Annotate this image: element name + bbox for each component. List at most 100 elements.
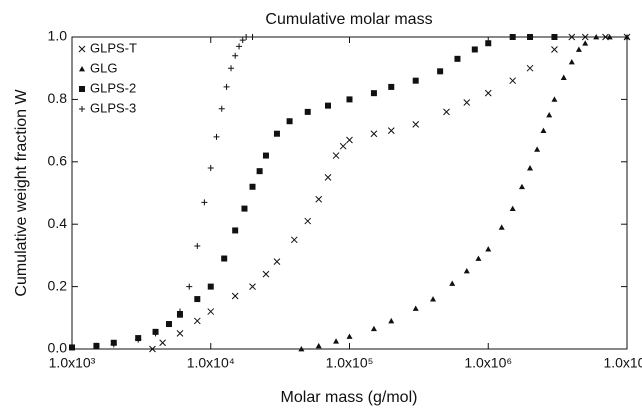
data-point	[324, 174, 332, 181]
data-point	[540, 127, 547, 133]
data-point	[388, 317, 395, 324]
legend-label: GLG	[90, 60, 117, 75]
legend-marker	[79, 86, 85, 92]
x-tick-label: 1.0x10⁴	[187, 355, 235, 371]
data-point	[527, 165, 534, 171]
x-tick-label: 1.0x10⁷	[603, 355, 642, 371]
data-point	[430, 296, 437, 302]
data-point	[582, 40, 589, 46]
y-tick-label: 0.2	[48, 277, 68, 293]
data-point	[315, 342, 322, 349]
plot-frame	[71, 36, 628, 350]
data-point	[485, 40, 492, 47]
data-point	[186, 283, 193, 290]
data-point	[262, 270, 270, 278]
chart-title: Cumulative molar mass	[265, 11, 432, 28]
data-point	[333, 338, 340, 344]
data-point	[551, 96, 558, 102]
data-point	[243, 34, 250, 40]
data-point	[463, 99, 471, 106]
series	[298, 34, 630, 352]
data-point	[551, 34, 558, 40]
data-point	[370, 325, 377, 332]
data-point	[207, 283, 214, 290]
data-point	[370, 90, 377, 97]
x-tick-label: 1.0x10³	[49, 355, 96, 371]
data-point	[228, 65, 235, 72]
x-tick-label: 1.0x10⁵	[326, 355, 374, 371]
data-point	[575, 46, 582, 52]
data-point	[176, 330, 184, 337]
data-point	[239, 37, 246, 44]
data-point	[135, 336, 142, 343]
legend-marker	[79, 66, 85, 72]
data-point	[412, 121, 420, 128]
data-point	[249, 34, 256, 40]
y-tick-label: 1.0	[48, 28, 68, 44]
data-point	[273, 258, 281, 265]
data-point	[218, 105, 225, 112]
data-point	[498, 224, 505, 230]
data-point	[207, 165, 214, 172]
data-point	[346, 333, 353, 339]
legend-marker	[79, 106, 85, 112]
data-point	[534, 146, 541, 152]
legend-label: GLPS-2	[90, 80, 136, 95]
data-point	[509, 205, 516, 211]
data-point	[256, 168, 263, 175]
data-point	[412, 77, 419, 84]
y-axis-label: Cumulative weight fraction W	[13, 89, 30, 297]
data-point	[176, 311, 183, 318]
series	[69, 34, 558, 351]
data-point	[346, 136, 353, 144]
data-point	[339, 142, 347, 150]
data-point	[527, 34, 534, 40]
data-point	[232, 227, 239, 234]
series	[149, 33, 631, 353]
data-point	[213, 133, 220, 140]
data-point	[387, 127, 395, 134]
data-point	[176, 308, 183, 315]
data-point	[518, 183, 525, 190]
legend-marker	[78, 45, 86, 53]
data-point	[606, 34, 613, 40]
data-point	[509, 77, 517, 85]
data-point	[262, 152, 269, 159]
data-point	[315, 195, 323, 203]
data-point	[388, 83, 395, 90]
data-point	[159, 339, 166, 347]
data-point	[286, 118, 293, 125]
data-point	[437, 68, 444, 75]
data-point	[624, 34, 630, 40]
data-point	[581, 33, 589, 41]
data-point	[346, 96, 353, 103]
data-point	[509, 34, 516, 40]
data-point	[454, 55, 461, 62]
data-point	[412, 305, 419, 311]
data-point	[207, 308, 215, 315]
data-point	[443, 108, 450, 116]
data-point	[273, 130, 280, 137]
data-point	[546, 112, 553, 118]
y-tick-label: 0.8	[48, 90, 68, 106]
data-point	[290, 236, 298, 244]
data-point	[194, 296, 201, 303]
data-point	[194, 243, 201, 250]
data-point	[560, 74, 567, 80]
data-point	[110, 341, 117, 348]
data-point	[568, 58, 575, 65]
data-point	[69, 344, 75, 351]
data-point	[298, 346, 305, 352]
data-point	[370, 130, 378, 138]
data-point	[304, 217, 312, 225]
y-tick-label: 0.0	[48, 340, 68, 356]
data-point	[152, 330, 159, 337]
data-point	[471, 46, 478, 53]
x-tick-label: 1.0x10⁶	[464, 355, 512, 371]
data-point	[149, 345, 156, 353]
data-point	[485, 246, 492, 252]
data-point	[165, 321, 172, 328]
data-point	[241, 205, 248, 212]
y-tick-label: 0.6	[48, 153, 68, 169]
